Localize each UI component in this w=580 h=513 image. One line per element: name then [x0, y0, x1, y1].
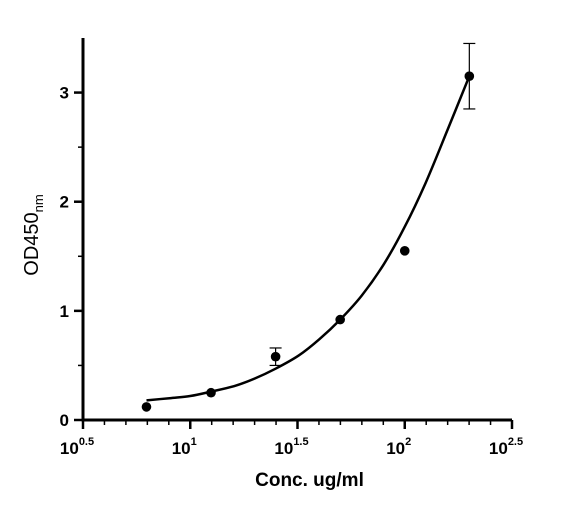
x-tick-label-base: 10 [489, 439, 508, 458]
y-tick-label: 2 [60, 193, 69, 212]
fit-curve [146, 75, 471, 402]
x-tick-label: 102.5 [489, 436, 523, 458]
y-tick-label: 0 [60, 411, 69, 430]
x-tick-label: 101 [172, 436, 197, 458]
x-tick-label-base: 10 [60, 439, 79, 458]
x-tick-label: 102 [386, 436, 411, 458]
y-tick-label: 1 [60, 302, 69, 321]
x-axis-title: Conc. ug/ml [255, 470, 364, 491]
x-tick-label-exponent: 2.5 [508, 436, 523, 448]
x-tick-label-exponent: 1 [191, 436, 197, 448]
x-tick-label-exponent: 0.5 [79, 436, 94, 448]
x-tick-label: 100.5 [60, 436, 94, 458]
fit-curve-layer [146, 75, 471, 402]
x-tick-label-exponent: 2 [405, 436, 411, 448]
x-tick-label-exponent: 1.5 [293, 436, 308, 448]
x-tick-label-base: 10 [386, 439, 405, 458]
error-bars [269, 42, 476, 367]
data-point [335, 314, 345, 325]
data-point [141, 402, 152, 412]
data-point [270, 351, 281, 362]
y-axis-title-subscript: nm [31, 194, 46, 212]
x-tick-label: 101.5 [274, 436, 308, 458]
data-point [206, 387, 216, 398]
x-tick-label-base: 10 [274, 439, 293, 458]
data-points [141, 71, 475, 412]
y-axis-title: OD450nm [21, 194, 46, 275]
data-point [464, 71, 475, 81]
data-point [399, 246, 410, 256]
y-tick-label: 3 [60, 84, 69, 103]
y-axis-title-main: OD450 [21, 212, 43, 275]
x-tick-label-base: 10 [172, 439, 191, 458]
